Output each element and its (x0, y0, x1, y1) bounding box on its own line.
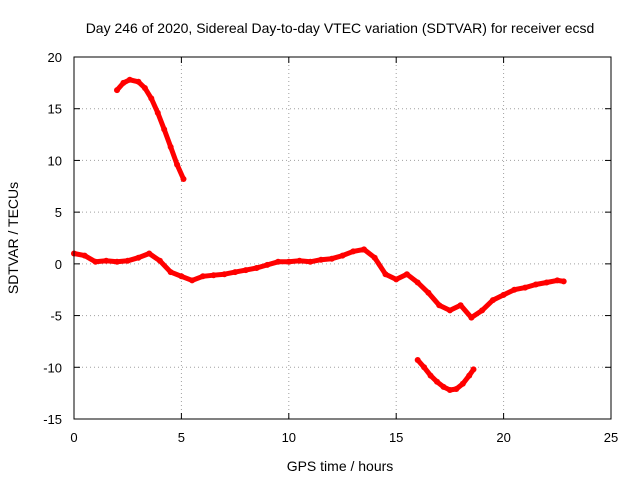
data-point (414, 279, 421, 286)
y-tick-label: 20 (48, 50, 62, 65)
data-point (180, 176, 187, 182)
data-point (146, 250, 153, 257)
data-point (479, 307, 486, 314)
segment-lower-trace (415, 357, 476, 393)
data-point (148, 95, 155, 102)
data-point (156, 257, 163, 264)
data-point (468, 314, 475, 321)
x-tick-label: 25 (604, 430, 618, 445)
data-point (500, 291, 507, 298)
data-point (425, 289, 432, 296)
y-tick-label: 15 (48, 102, 62, 117)
data-point (221, 271, 228, 278)
data-point (275, 258, 282, 265)
data-point (414, 357, 421, 363)
data-point (446, 307, 453, 314)
segment-upper-trace (114, 77, 186, 182)
data-point (440, 383, 447, 390)
chart-title: Day 246 of 2020, Sidereal Day-to-day VTE… (86, 20, 595, 36)
x-axis-label: GPS time / hours (287, 458, 394, 474)
x-tick-label: 5 (178, 430, 185, 445)
data-point (92, 258, 99, 265)
data-point (339, 252, 346, 259)
data-point (120, 79, 127, 86)
x-tick-label: 10 (282, 430, 296, 445)
data-point (307, 258, 314, 265)
data-point (135, 254, 142, 261)
data-point (382, 271, 389, 278)
data-point (242, 267, 249, 274)
data-point (154, 109, 161, 116)
y-tick-label: 5 (55, 205, 62, 220)
x-tick-label: 15 (389, 430, 403, 445)
data-point (114, 258, 120, 265)
data-point (446, 387, 453, 393)
data-point (459, 380, 466, 387)
grid (74, 57, 611, 419)
data-point (296, 257, 303, 264)
data-point (436, 302, 443, 309)
data-point (103, 257, 110, 264)
data-point (466, 372, 473, 379)
y-tick-label: -15 (43, 412, 62, 427)
data-point (554, 277, 561, 284)
data-point (543, 279, 550, 286)
data-point (174, 161, 181, 168)
x-tick-label: 20 (496, 430, 510, 445)
data-point (318, 256, 324, 263)
y-tick-label: -10 (43, 360, 62, 375)
data-point (141, 85, 148, 91)
data-point (167, 144, 174, 150)
data-point (253, 265, 260, 271)
data-point (161, 126, 168, 133)
data-point (199, 273, 206, 280)
data-point (285, 258, 292, 265)
plot-frame (73, 56, 612, 420)
segment-main (71, 246, 567, 321)
data-point (328, 255, 335, 262)
data-point (126, 76, 133, 83)
y-tick-label: 0 (55, 257, 62, 272)
segment-upper (114, 76, 187, 182)
data-point (232, 269, 239, 276)
data-point (453, 386, 460, 392)
data-point (393, 276, 400, 283)
data-point (470, 366, 477, 373)
segment-lower (414, 357, 477, 393)
data-point (403, 271, 410, 278)
data-point (421, 364, 428, 371)
data-point (489, 297, 496, 304)
data-point (457, 302, 464, 309)
data-point (361, 246, 367, 253)
y-tick-label: 10 (48, 153, 62, 168)
data-point (434, 378, 440, 385)
x-tick-label: 0 (70, 430, 77, 445)
axis-ticks: 0 5 10 15 20 25 -15 -10 -5 0 5 10 15 20 (43, 50, 618, 445)
data-point (264, 261, 271, 268)
data-point (532, 281, 539, 288)
y-axis-label: SDTVAR / TECUs (5, 182, 21, 294)
data-point (511, 286, 518, 293)
data-point (427, 372, 434, 379)
data-point (210, 272, 217, 279)
data-point (189, 277, 196, 284)
data-point (81, 252, 88, 259)
data-point (114, 87, 120, 94)
y-tick-label: -5 (50, 309, 62, 324)
data-point (124, 257, 131, 264)
data-point (350, 248, 357, 255)
data-point (560, 278, 567, 285)
data-point (371, 254, 378, 261)
data-point (522, 284, 529, 291)
data-point (167, 269, 174, 276)
data-point (178, 273, 185, 280)
data-series (71, 76, 567, 393)
data-point (135, 78, 142, 85)
